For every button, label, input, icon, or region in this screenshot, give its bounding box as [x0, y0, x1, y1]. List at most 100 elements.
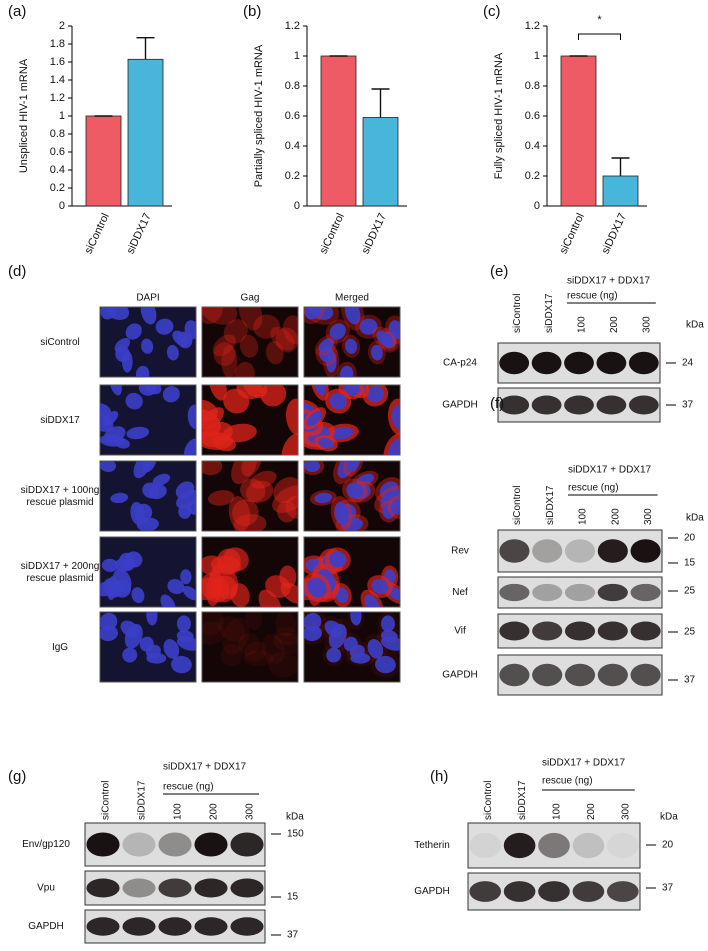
nucleus	[155, 318, 174, 335]
cells	[100, 385, 196, 455]
column-header: Gag	[241, 293, 260, 304]
x-tick-label: siDDX17	[125, 211, 154, 255]
band	[194, 878, 228, 898]
y-tick-label: 0	[59, 200, 65, 212]
band	[628, 395, 659, 415]
gag-signal	[212, 334, 236, 357]
nucleus	[101, 558, 119, 572]
band	[194, 832, 228, 857]
nucleus	[304, 307, 321, 320]
y-tick-label: 1.2	[50, 92, 65, 104]
nucleus	[391, 404, 400, 430]
nucleus	[122, 647, 138, 663]
unit-label: kDa	[286, 812, 304, 823]
nucleus	[346, 461, 361, 473]
nucleus	[125, 551, 143, 568]
nucleus	[343, 636, 358, 652]
panel-label: (c)	[483, 3, 501, 20]
micrograph	[99, 536, 197, 608]
lane-label: siDDX17	[137, 780, 148, 820]
nucleus	[141, 338, 154, 354]
nucleus	[100, 403, 111, 418]
band	[86, 917, 120, 936]
nucleus	[140, 307, 157, 325]
row-label-line: siDDX17	[40, 415, 80, 426]
gag-signal	[202, 307, 238, 325]
unit-label: kDa	[660, 812, 678, 823]
nucleus	[171, 655, 192, 674]
gag-signal	[240, 478, 266, 503]
band	[564, 621, 596, 641]
marker-label: 20	[684, 533, 696, 544]
nucleus	[359, 318, 378, 335]
gag-signal	[233, 514, 267, 531]
y-tick-label: 0.8	[50, 128, 65, 140]
row-label: siDDX17 + 100ng rescue plasmid	[21, 485, 100, 508]
nucleus	[187, 499, 196, 515]
nucleus	[142, 482, 160, 499]
band	[532, 663, 563, 687]
micrograph	[201, 306, 299, 378]
lane-label: 100	[578, 508, 589, 525]
blot-row-label: GAPDH	[442, 670, 478, 681]
nucleus	[380, 615, 395, 633]
nucleus	[366, 386, 384, 403]
nucleus	[388, 438, 400, 455]
panel-label: (g)	[8, 768, 26, 785]
nucleus	[182, 585, 196, 601]
marker-label: 37	[682, 400, 694, 411]
y-tick-label: 0.8	[525, 80, 540, 92]
blot-row-label: Tetherin	[414, 840, 450, 851]
blot-row-label: Nef	[452, 587, 468, 598]
nucleus	[371, 578, 389, 595]
micrograph	[201, 460, 299, 532]
gag-signal	[207, 490, 235, 506]
micrograph	[303, 611, 401, 683]
lane-label: 300	[245, 803, 256, 820]
lane-label: siControl	[512, 486, 523, 525]
nucleus	[142, 461, 157, 473]
band	[499, 621, 530, 641]
y-tick-label: 0.4	[285, 140, 300, 152]
cells	[202, 461, 298, 531]
micrograph-bg	[201, 306, 299, 378]
marker-label: 150	[287, 829, 304, 840]
lane-label: 100	[173, 803, 184, 820]
blot-header: rescue (ng)	[568, 483, 619, 494]
nucleus	[370, 344, 383, 361]
marker-label: 37	[287, 930, 299, 941]
band	[122, 832, 156, 857]
blot-header: rescue (ng)	[163, 782, 214, 793]
gag-signal	[275, 612, 297, 637]
gag-signal	[238, 307, 263, 331]
nucleus	[376, 330, 393, 347]
nucleus	[350, 652, 371, 664]
column-header: DAPI	[136, 293, 159, 304]
row-label: siDDX17	[40, 415, 80, 426]
gag-signal	[220, 643, 243, 667]
band	[606, 832, 639, 859]
nucleus	[126, 426, 150, 440]
micrograph	[303, 460, 401, 532]
nucleus	[152, 473, 171, 486]
band	[194, 917, 228, 936]
gag-signal	[234, 361, 255, 377]
nucleus	[318, 338, 335, 353]
lane-label: 200	[610, 508, 621, 525]
gag-signal	[250, 470, 277, 489]
y-tick-label: 0.4	[525, 140, 540, 152]
gag-signal	[212, 435, 236, 452]
micrograph-bg	[201, 611, 299, 683]
band	[122, 917, 156, 936]
lane-label: siDDX17	[544, 293, 555, 333]
nucleus	[329, 392, 347, 410]
band	[564, 395, 594, 415]
band	[630, 539, 661, 563]
bar	[127, 58, 164, 207]
blot-row-label: Env/gp120	[22, 839, 70, 850]
marker-label: 24	[682, 358, 694, 369]
lane-label: 300	[620, 803, 631, 820]
nucleus	[388, 320, 400, 340]
nucleus	[339, 365, 354, 377]
gag-signal	[261, 634, 286, 664]
